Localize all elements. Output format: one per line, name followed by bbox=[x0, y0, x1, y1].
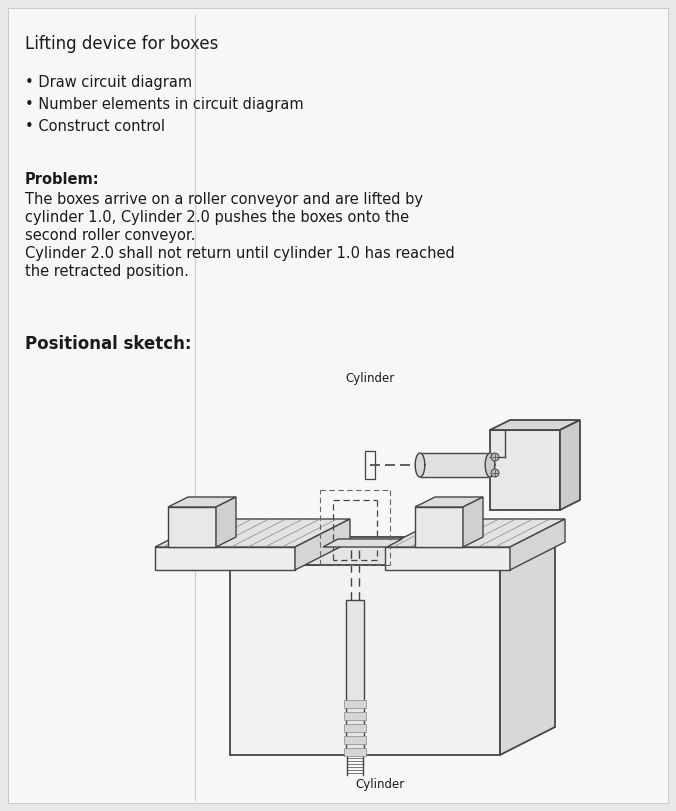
Polygon shape bbox=[485, 453, 495, 477]
Polygon shape bbox=[230, 565, 500, 755]
Polygon shape bbox=[344, 700, 366, 708]
Text: Cylinder 2.0 shall not return until cylinder 1.0 has reached: Cylinder 2.0 shall not return until cyli… bbox=[25, 246, 455, 261]
Polygon shape bbox=[168, 497, 236, 507]
Polygon shape bbox=[230, 537, 555, 565]
Polygon shape bbox=[344, 712, 366, 720]
Polygon shape bbox=[155, 519, 350, 547]
Polygon shape bbox=[346, 600, 364, 755]
Polygon shape bbox=[420, 453, 490, 477]
Polygon shape bbox=[385, 519, 565, 547]
Polygon shape bbox=[344, 748, 366, 756]
Polygon shape bbox=[344, 724, 366, 732]
Polygon shape bbox=[490, 420, 580, 430]
Polygon shape bbox=[295, 519, 350, 570]
Text: Cylinder: Cylinder bbox=[345, 372, 395, 385]
Polygon shape bbox=[415, 507, 463, 547]
Text: Problem:: Problem: bbox=[25, 172, 99, 187]
Polygon shape bbox=[510, 519, 565, 570]
Text: second roller conveyor.: second roller conveyor. bbox=[25, 228, 195, 243]
Text: Cylinder: Cylinder bbox=[356, 778, 405, 791]
Text: the retracted position.: the retracted position. bbox=[25, 264, 189, 279]
Polygon shape bbox=[168, 507, 216, 547]
Polygon shape bbox=[490, 430, 560, 510]
Polygon shape bbox=[155, 547, 295, 570]
Circle shape bbox=[491, 469, 499, 477]
Polygon shape bbox=[500, 537, 555, 755]
Polygon shape bbox=[323, 539, 402, 547]
Polygon shape bbox=[216, 497, 236, 547]
FancyBboxPatch shape bbox=[8, 8, 668, 803]
Text: • Number elements in circuit diagram: • Number elements in circuit diagram bbox=[25, 97, 304, 112]
Text: Lifting device for boxes: Lifting device for boxes bbox=[25, 35, 218, 53]
Text: cylinder 1.0, Cylinder 2.0 pushes the boxes onto the: cylinder 1.0, Cylinder 2.0 pushes the bo… bbox=[25, 210, 409, 225]
Polygon shape bbox=[415, 453, 425, 477]
Text: Positional sketch:: Positional sketch: bbox=[25, 335, 191, 353]
Circle shape bbox=[491, 453, 499, 461]
Polygon shape bbox=[344, 736, 366, 744]
Text: • Construct control: • Construct control bbox=[25, 119, 165, 134]
Text: The boxes arrive on a roller conveyor and are lifted by: The boxes arrive on a roller conveyor an… bbox=[25, 192, 423, 207]
Text: • Draw circuit diagram: • Draw circuit diagram bbox=[25, 75, 192, 90]
Polygon shape bbox=[560, 420, 580, 510]
Polygon shape bbox=[415, 497, 483, 507]
Polygon shape bbox=[385, 547, 510, 570]
Polygon shape bbox=[463, 497, 483, 547]
